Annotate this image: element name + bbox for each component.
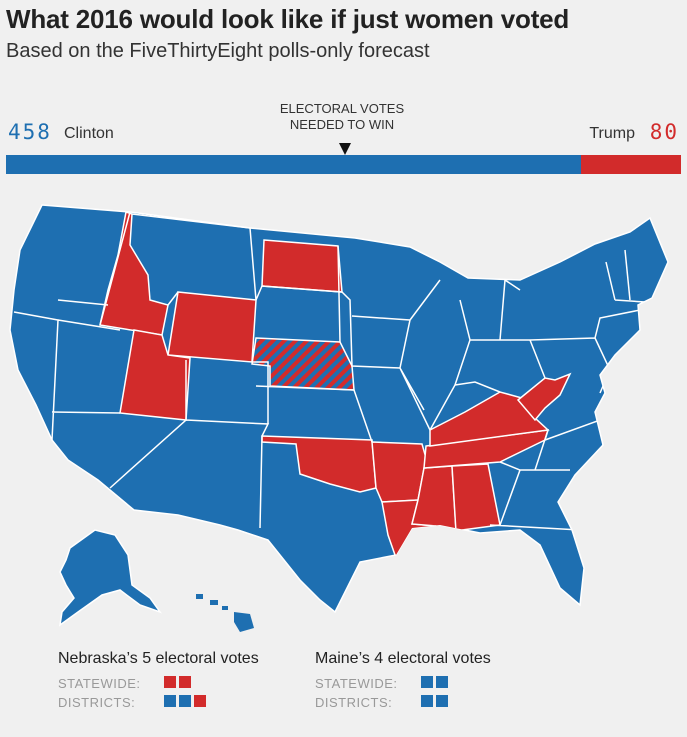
votes-needed-line1: ELECTORAL VOTES: [279, 101, 405, 116]
nebraska-district-swatch-3: [194, 695, 206, 707]
us-electoral-map: [9, 204, 669, 632]
maine-statewide-swatches: [421, 676, 451, 691]
clinton-vote-count: 458: [8, 120, 52, 144]
votes-needed-line2: NEEDED TO WIN: [289, 117, 395, 132]
clinton-bar-segment: [6, 155, 581, 174]
maine-district-swatch-1: [421, 695, 433, 707]
nebraska-statewide-swatches: [164, 676, 194, 691]
trump-name: Trump: [589, 125, 635, 142]
state-west-virginia: [516, 372, 572, 422]
state-alaska: [58, 529, 162, 627]
nebraska-statewide-label: STATEWIDE:: [58, 676, 141, 691]
state-hawaii: [196, 594, 254, 632]
maine-statewide-label: STATEWIDE:: [315, 676, 398, 691]
state-wyoming: [167, 291, 257, 363]
nebraska-district-swatch-2: [179, 695, 191, 707]
maine-districts-label: DISTRICTS:: [315, 695, 393, 710]
maine-legend: Maine’s 4 electoral votes STATEWIDE: DIS…: [315, 650, 491, 712]
maine-legend-title: Maine’s 4 electoral votes: [315, 650, 491, 667]
nebraska-district-swatch-1: [164, 695, 176, 707]
nebraska-statewide-row: STATEWIDE:: [58, 674, 259, 693]
chart-subtitle: Based on the FiveThirtyEight polls-only …: [6, 40, 430, 62]
nebraska-districts-label: DISTRICTS:: [58, 695, 136, 710]
nebraska-statewide-swatch-1: [164, 676, 176, 688]
trump-bar-segment: [580, 155, 681, 174]
maine-districts-row: DISTRICTS:: [315, 693, 491, 712]
maine-district-swatch-2: [436, 695, 448, 707]
chart-title: What 2016 would look like if just women …: [6, 4, 570, 34]
majority-marker-icon: [338, 143, 351, 155]
clinton-name: Clinton: [64, 125, 114, 142]
state-alabama: [451, 463, 501, 534]
state-north-dakota: [261, 239, 343, 293]
nebraska-legend: Nebraska’s 5 electoral votes STATEWIDE: …: [58, 650, 259, 712]
maine-statewide-swatch-1: [421, 676, 433, 688]
nebraska-districts-row: DISTRICTS:: [58, 693, 259, 712]
state-arkansas: [371, 441, 427, 503]
trump-vote-count: 80: [649, 120, 679, 144]
nebraska-legend-title: Nebraska’s 5 electoral votes: [58, 650, 259, 667]
votes-needed-label: ELECTORAL VOTES NEEDED TO WIN: [254, 101, 430, 133]
nebraska-districts-swatches: [164, 695, 209, 710]
maine-districts-swatches: [421, 695, 451, 710]
electoral-vote-bar: [6, 155, 681, 174]
maine-statewide-row: STATEWIDE:: [315, 674, 491, 693]
nebraska-statewide-swatch-2: [179, 676, 191, 688]
maine-statewide-swatch-2: [436, 676, 448, 688]
